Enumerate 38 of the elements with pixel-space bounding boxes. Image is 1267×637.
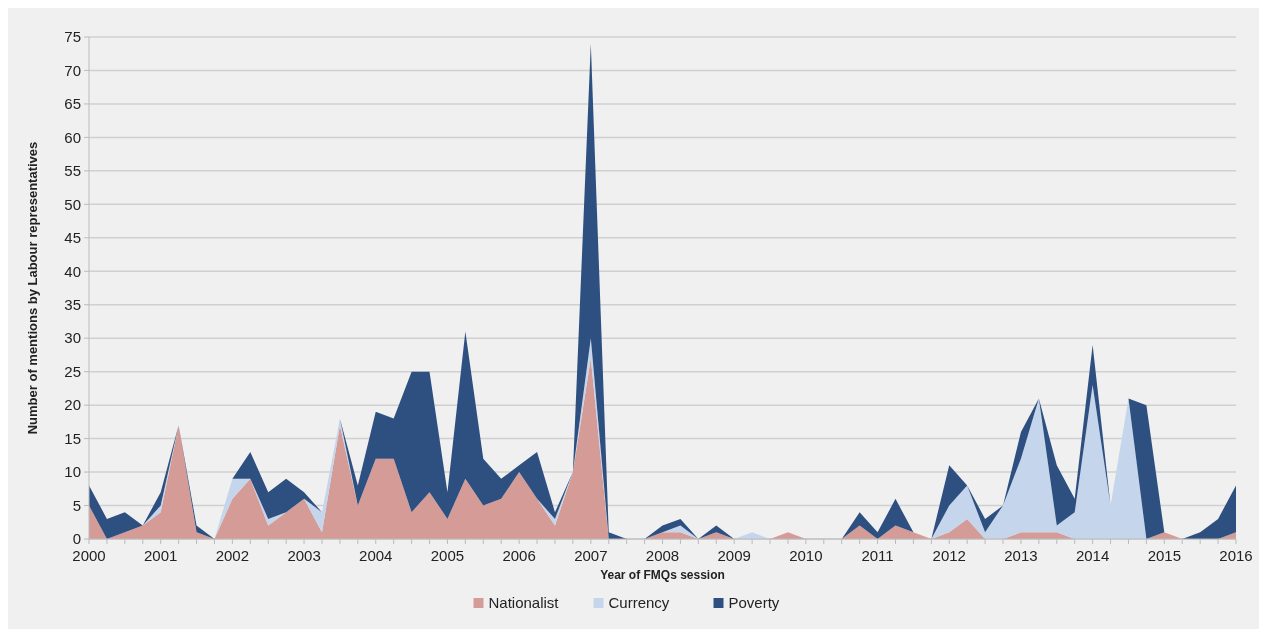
y-tick-label: 75 bbox=[64, 28, 81, 46]
x-tick-label: 2011 bbox=[861, 547, 894, 564]
x-tick-label: 2014 bbox=[1075, 547, 1110, 564]
x-tick-label: 2007 bbox=[574, 547, 608, 564]
x-tick-label: 2008 bbox=[645, 547, 680, 564]
x-tick-label: 2005 bbox=[430, 547, 465, 564]
x-tick-label: 2015 bbox=[1147, 547, 1181, 564]
y-tick-label: 25 bbox=[64, 362, 81, 380]
y-tick-label: 10 bbox=[64, 463, 81, 481]
x-tick-label: 2000 bbox=[72, 547, 106, 564]
legend-label: Poverty bbox=[728, 594, 780, 611]
x-axis-title: Year of FMQs session bbox=[600, 568, 725, 582]
x-tick-label: 2009 bbox=[717, 547, 751, 564]
x-tick-label: 2010 bbox=[789, 547, 823, 564]
y-tick-label: 70 bbox=[64, 61, 81, 79]
x-tick-label: 2016 bbox=[1219, 547, 1253, 564]
y-tick-label: 40 bbox=[64, 262, 81, 280]
y-tick-label: 20 bbox=[64, 396, 81, 414]
y-tick-label: 55 bbox=[64, 162, 81, 180]
y-tick-label: 30 bbox=[64, 329, 81, 347]
y-tick-label: 60 bbox=[64, 128, 81, 146]
x-tick-label: 2013 bbox=[1004, 547, 1038, 564]
y-tick-label: 45 bbox=[64, 229, 81, 247]
y-tick-label: 50 bbox=[64, 195, 81, 213]
y-axis-title: Number of mentions by Labour representatives bbox=[25, 141, 40, 435]
y-tick-label: 15 bbox=[64, 429, 81, 447]
x-tick-label: 2003 bbox=[287, 547, 321, 564]
y-tick-label: 5 bbox=[72, 496, 81, 514]
legend-label: Nationalist bbox=[488, 594, 560, 611]
x-tick-label: 2012 bbox=[932, 547, 966, 564]
x-tick-label: 2004 bbox=[359, 547, 393, 564]
y-tick-label: 35 bbox=[64, 295, 81, 313]
y-tick-label: 65 bbox=[64, 95, 81, 113]
y-tick-label: 0 bbox=[72, 530, 81, 548]
x-tick-label: 2002 bbox=[215, 547, 250, 564]
legend-label: Currency bbox=[608, 594, 670, 611]
x-tick-label: 2001 bbox=[144, 547, 178, 564]
x-tick-label: 2006 bbox=[502, 547, 536, 564]
